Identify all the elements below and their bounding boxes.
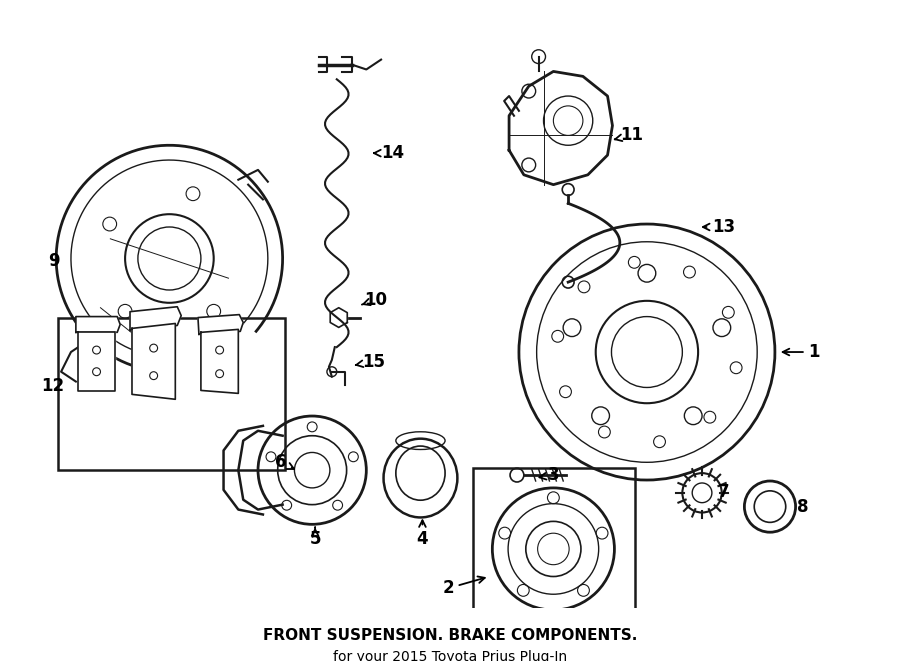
Text: 2: 2 [442, 576, 485, 598]
Text: 3: 3 [539, 466, 559, 484]
Text: 4: 4 [417, 520, 428, 548]
Text: 9: 9 [49, 253, 60, 270]
Polygon shape [132, 323, 176, 399]
Bar [472, 468, 635, 631]
Polygon shape [76, 317, 121, 332]
Text: 6: 6 [274, 453, 294, 471]
Text: 5: 5 [310, 527, 321, 548]
Text: 1: 1 [783, 343, 820, 361]
Bar [58, 317, 284, 470]
Text: 10: 10 [362, 291, 388, 309]
Text: 13: 13 [703, 218, 735, 236]
Text: 14: 14 [374, 144, 404, 162]
Text: 12: 12 [41, 377, 65, 395]
Polygon shape [77, 332, 115, 391]
Text: for your 2015 Toyota Prius Plug-In: for your 2015 Toyota Prius Plug-In [333, 650, 567, 661]
Text: 11: 11 [615, 126, 644, 144]
Text: 8: 8 [796, 498, 808, 516]
Polygon shape [130, 307, 181, 330]
Polygon shape [201, 329, 239, 393]
Text: 7: 7 [718, 483, 730, 501]
Polygon shape [198, 315, 243, 334]
Text: FRONT SUSPENSION. BRAKE COMPONENTS.: FRONT SUSPENSION. BRAKE COMPONENTS. [263, 628, 637, 643]
Text: 15: 15 [356, 353, 384, 371]
